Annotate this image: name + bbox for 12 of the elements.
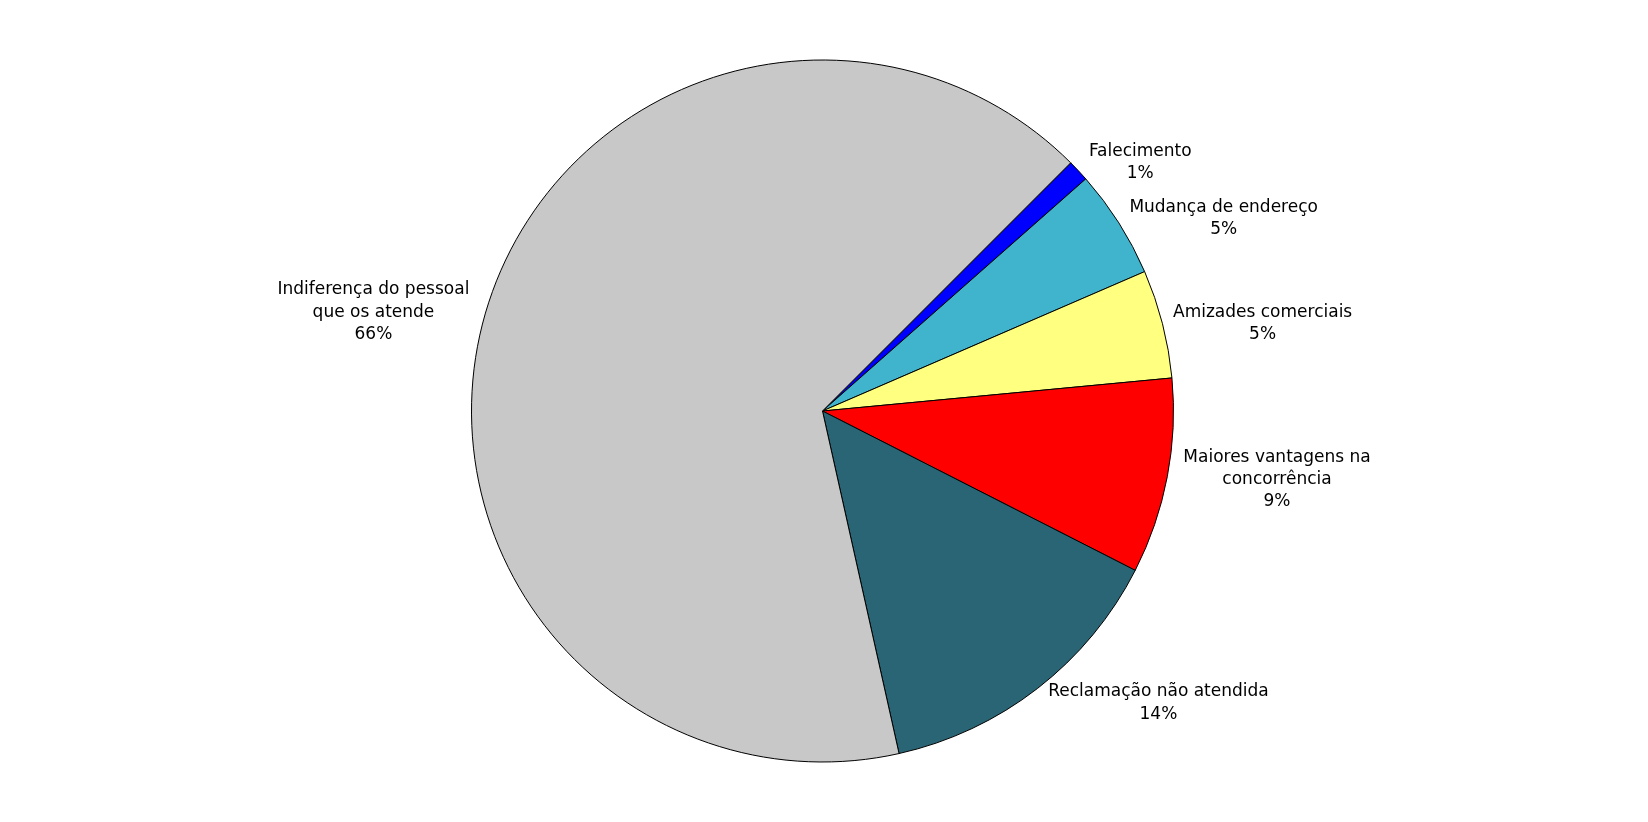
slice-label: Falecimento [1088,139,1192,160]
slice-label: Maiores vantagens na concorrência [1183,445,1371,488]
slice-label: Amizades comerciais [1173,301,1353,322]
data-label: 14% [1139,702,1178,723]
data-label: 1% [1126,161,1154,182]
data-label: 5% [1210,217,1238,238]
slice-label: Indiferença do pessoal que os atende [277,278,470,321]
data-label: 9% [1263,490,1291,510]
slice-label: Reclamação não atendida [1048,680,1269,701]
slice-label: Mudança de endereço [1129,195,1318,216]
data-label: 5% [1249,323,1277,344]
data-label: 66% [354,322,393,343]
